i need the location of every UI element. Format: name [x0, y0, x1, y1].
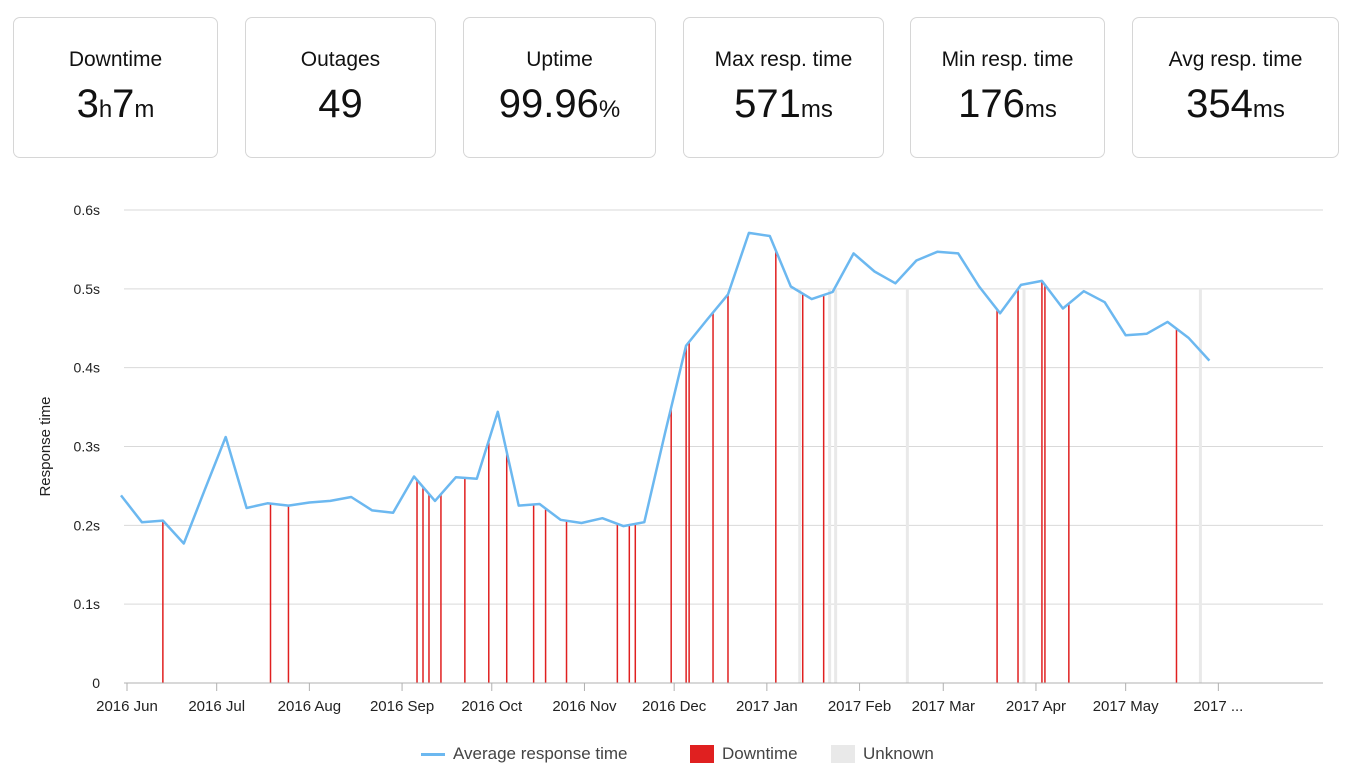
x-tick-label: 2016 Jun — [96, 698, 158, 715]
y-tick-label: 0.3s — [74, 439, 100, 455]
stat-label: Max resp. time — [714, 48, 853, 71]
x-tick-label: 2016 Nov — [552, 698, 617, 715]
stat-label: Min resp. time — [941, 48, 1074, 71]
stat-number: 99.96 — [498, 82, 599, 126]
y-axis-label: Response time — [37, 396, 54, 496]
x-tick-label: 2016 Aug — [278, 698, 341, 715]
stat-card-uptime: Uptime 99.96% — [463, 17, 656, 158]
y-tick-label: 0.5s — [74, 281, 100, 297]
x-tick-label: 2017 May — [1093, 698, 1159, 715]
x-tick-label: 2016 Sep — [370, 698, 434, 715]
x-tick-label: 2016 Oct — [461, 698, 523, 715]
stat-number: 354 — [1186, 82, 1253, 126]
unknown-swatch — [831, 745, 855, 763]
y-tick-label: 0.4s — [74, 360, 100, 376]
stat-label: Avg resp. time — [1168, 48, 1303, 71]
x-tick-label: 2017 Mar — [912, 698, 975, 715]
downtime-swatch — [690, 745, 714, 763]
stat-value: 354ms — [1133, 82, 1338, 132]
x-tick-label: 2017 Feb — [828, 698, 891, 715]
stat-card-outages: Outages 49 — [245, 17, 436, 158]
x-tick-label: 2016 Jul — [188, 698, 245, 715]
x-tick-label: 2017 Apr — [1006, 698, 1066, 715]
stat-value: 99.96% — [464, 82, 655, 132]
stat-number: 49 — [318, 82, 363, 126]
legend-average-label: Average response time — [453, 744, 628, 763]
stat-value: 571ms — [684, 82, 883, 132]
stat-number: 176 — [958, 82, 1025, 126]
legend-unknown-label: Unknown — [863, 744, 934, 763]
stat-value: 176ms — [911, 82, 1104, 132]
stat-number: 571 — [734, 82, 801, 126]
response-time-chart: 0 0.1s 0.2s 0.3s 0.4s 0.5s 0.6s Response time 20… — [37, 202, 1323, 715]
x-tick-label: 2017 ... — [1193, 698, 1243, 715]
y-tick-label: 0 — [92, 675, 100, 691]
stat-label: Outages — [300, 48, 381, 71]
stat-value: 49 — [246, 82, 435, 126]
line-swatch — [421, 752, 445, 756]
stat-card-min-resp: Min resp. time 176ms — [910, 17, 1105, 158]
y-tick-label: 0.1s — [74, 596, 100, 612]
stat-number: 7 — [112, 82, 135, 126]
stat-unit: % — [598, 96, 621, 123]
stat-card-downtime: Downtime 3h7m — [13, 17, 218, 158]
stat-card-avg-resp: Avg resp. time 354ms — [1132, 17, 1339, 158]
y-tick-label: 0.2s — [74, 517, 100, 533]
legend-average[interactable]: Average response time — [421, 744, 628, 764]
stat-unit: ms — [1252, 96, 1285, 123]
stat-number: 3 — [76, 82, 99, 126]
y-tick-label: 0.6s — [74, 202, 100, 218]
stat-unit: ms — [1024, 96, 1057, 123]
average-response-line — [120, 231, 1211, 545]
legend-downtime-label: Downtime — [722, 744, 798, 763]
stat-card-max-resp: Max resp. time 571ms — [683, 17, 884, 158]
legend-unknown[interactable]: Unknown — [831, 744, 934, 764]
stat-unit: m — [134, 96, 155, 123]
x-tick-label: 2017 Jan — [736, 698, 798, 715]
legend-downtime[interactable]: Downtime — [690, 744, 798, 764]
stat-unit: h — [98, 96, 113, 123]
stat-label: Uptime — [526, 48, 593, 71]
stat-label: Downtime — [68, 48, 163, 71]
stat-unit: ms — [800, 96, 833, 123]
stat-value: 3h7m — [14, 82, 217, 132]
x-tick-label: 2016 Dec — [642, 698, 707, 715]
